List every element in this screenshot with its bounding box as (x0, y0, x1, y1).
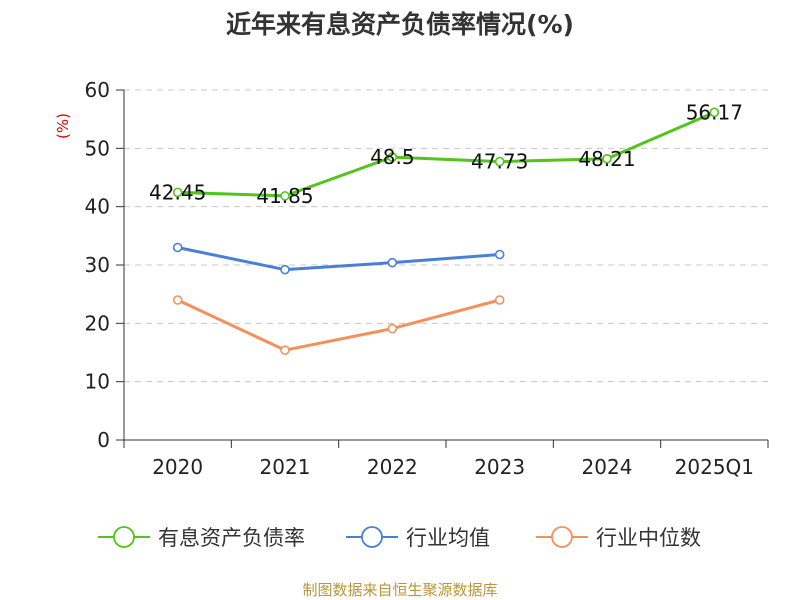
data-point (494, 249, 505, 260)
chart-title: 近年来有息资产负债率情况(%) (226, 10, 574, 39)
data-label: 48.5 (370, 145, 415, 169)
y-tick-label: 40 (85, 195, 110, 219)
data-point (709, 107, 720, 118)
series-line (177, 110, 715, 198)
data-point (172, 242, 183, 253)
y-tick-label: 30 (85, 253, 110, 277)
y-tick-label: 20 (85, 311, 110, 335)
legend-marker (551, 526, 573, 548)
legend-label: 有息资产负债率 (158, 526, 305, 550)
y-tick-label: 0 (97, 428, 110, 452)
x-tick-label: 2022 (367, 455, 418, 479)
series-2 (172, 295, 505, 355)
data-label: 47.73 (471, 150, 528, 174)
x-tick-label: 2023 (474, 455, 525, 479)
x-tick-label: 2025Q1 (675, 455, 754, 479)
gridlines (124, 89, 768, 383)
legend-label: 行业均值 (406, 526, 490, 550)
x-tick-label: 2024 (582, 455, 633, 479)
data-point (494, 156, 505, 167)
data-labels: 42.45 41.85 48.5 47.73 48.21 56.17 (149, 100, 743, 208)
data-label: 56.17 (686, 100, 743, 124)
data-label: 48.21 (578, 147, 635, 171)
source-note: 制图数据来自恒生聚源数据库 (302, 581, 497, 599)
axes: 0 10 20 30 40 50 60 2020 2021 2022 2023 2024 2025Q1 (85, 78, 769, 479)
y-tick-label: 60 (85, 78, 110, 102)
data-point (280, 191, 290, 201)
data-point (602, 153, 612, 164)
x-tick-label: 2021 (260, 455, 311, 479)
legend-item-2: 行业中位数 (536, 526, 701, 550)
series-line (177, 246, 500, 272)
data-point (172, 295, 183, 305)
data-point (280, 264, 290, 275)
series-0 (172, 107, 720, 201)
data-point (387, 152, 398, 162)
data-point (387, 257, 398, 268)
y-tick-label: 10 (85, 370, 110, 394)
data-point (172, 187, 183, 198)
legend: 有息资产负债率 行业均值 行业中位数 (98, 526, 701, 550)
data-label: 41.85 (256, 184, 313, 208)
data-point (494, 295, 505, 305)
legend-item-1: 行业均值 (346, 526, 490, 550)
series-line (177, 298, 501, 352)
legend-item-0: 有息资产负债率 (98, 526, 305, 550)
y-axis-unit: (%) (54, 113, 72, 139)
y-tick-label: 50 (85, 136, 110, 160)
series-layer (172, 107, 720, 355)
legend-marker (113, 526, 135, 548)
data-point (387, 323, 398, 334)
x-tick-label: 2020 (152, 455, 203, 479)
data-label: 42.45 (149, 180, 206, 204)
legend-label: 行业中位数 (596, 526, 701, 550)
data-point (280, 345, 290, 355)
series-1 (172, 242, 505, 275)
legend-marker (361, 526, 383, 548)
